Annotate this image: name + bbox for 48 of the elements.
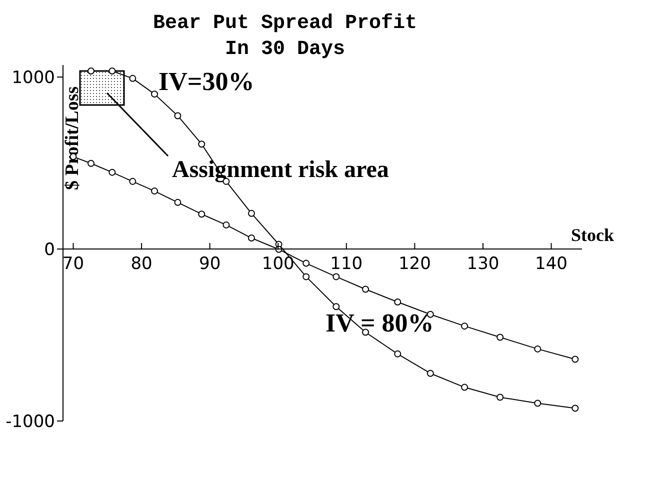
- point: [108, 168, 116, 176]
- point: [461, 384, 468, 391]
- y-tick-label: 0: [44, 240, 55, 260]
- point: [198, 140, 206, 148]
- point: [151, 90, 158, 98]
- series-label: IV=30%: [158, 67, 254, 96]
- x-tick-label: 100: [262, 254, 294, 274]
- point: [129, 178, 136, 185]
- point: [174, 112, 182, 120]
- chart-title: Bear Put Spread Profit In 30 Days: [152, 12, 418, 61]
- point: [88, 68, 94, 75]
- point: [302, 260, 310, 267]
- point: [362, 286, 370, 293]
- point: [129, 74, 136, 82]
- series-label: IV = 80%: [326, 308, 434, 338]
- point: [198, 210, 206, 218]
- point: [108, 68, 116, 75]
- x-tick-label: 130: [466, 254, 500, 274]
- x-tick-label: 90: [199, 254, 221, 274]
- x-tick-label: 110: [330, 254, 363, 274]
- point: [174, 198, 182, 206]
- point: [572, 356, 579, 363]
- point: [572, 404, 579, 412]
- point: [534, 345, 542, 352]
- x-tick-label: 140: [535, 254, 568, 274]
- point: [362, 328, 370, 336]
- y-tick-label: -1000: [6, 412, 55, 432]
- point: [496, 334, 504, 341]
- point: [332, 303, 340, 310]
- point: [248, 234, 255, 242]
- x-tick-label: 80: [130, 254, 152, 274]
- point: [426, 370, 434, 377]
- point: [248, 210, 255, 217]
- y-tick-label: 1000: [12, 68, 55, 88]
- point: [496, 394, 504, 401]
- x-axis-title: Stock: [570, 225, 614, 246]
- point: [151, 188, 158, 195]
- y-axis-title: $ Profit/Loss: [62, 86, 83, 190]
- x-tick-label: 120: [398, 254, 431, 274]
- point: [394, 298, 402, 306]
- point: [394, 350, 402, 358]
- point: [222, 221, 230, 228]
- point: [534, 400, 542, 407]
- x-tick-label: 70: [62, 254, 84, 274]
- point: [332, 273, 340, 280]
- point: [302, 273, 310, 280]
- point: [88, 160, 94, 167]
- point: [461, 322, 468, 330]
